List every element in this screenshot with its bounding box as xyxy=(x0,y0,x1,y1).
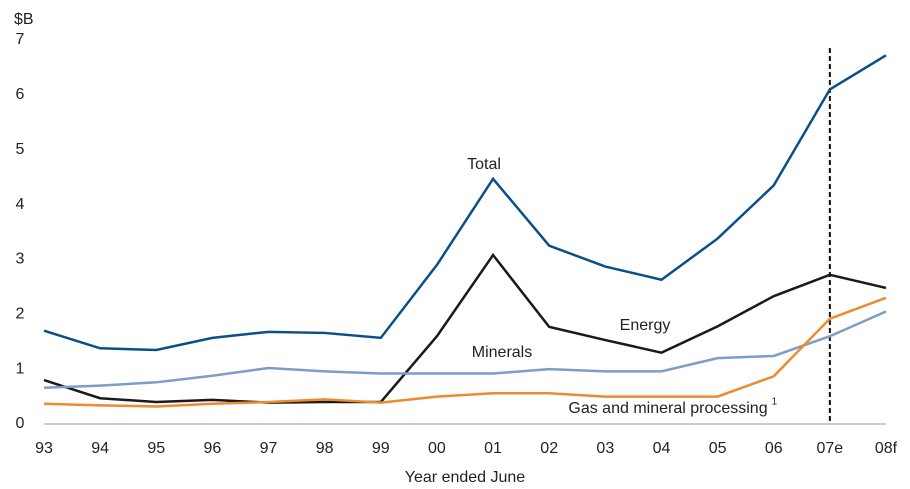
y-tick-label: 3 xyxy=(16,251,25,268)
y-tick-label: 5 xyxy=(16,141,25,158)
series-line xyxy=(43,296,887,408)
series-label: Total xyxy=(467,156,501,173)
x-tick-label: 97 xyxy=(260,440,278,457)
x-tick-label: 94 xyxy=(91,440,109,457)
x-tick-label: 06 xyxy=(765,440,783,457)
y-tick-label: 2 xyxy=(16,306,25,323)
series-label: Gas and mineral processing xyxy=(568,400,767,417)
footnote-marker: 1 xyxy=(772,397,778,408)
series-line xyxy=(43,54,887,352)
x-tick-label: 05 xyxy=(709,440,727,457)
series-label: Energy xyxy=(620,317,671,334)
y-tick-label: 4 xyxy=(16,196,25,213)
x-tick-label: 99 xyxy=(372,440,390,457)
x-tick-label: 04 xyxy=(653,440,671,457)
y-tick-label: 0 xyxy=(16,415,25,432)
series-line xyxy=(43,252,887,404)
x-tick-label: 03 xyxy=(596,440,614,457)
x-tick-label: 01 xyxy=(484,440,502,457)
y-tick-label: 1 xyxy=(16,360,25,377)
y-axis-label: $B xyxy=(14,11,34,28)
x-tick-label: 98 xyxy=(316,440,334,457)
x-tick-label: 95 xyxy=(147,440,165,457)
series-label: Minerals xyxy=(472,344,532,361)
y-tick-label: 6 xyxy=(16,86,25,103)
x-tick-label: 96 xyxy=(204,440,222,457)
x-tick-label: 08f xyxy=(875,440,898,457)
x-tick-label: 93 xyxy=(35,440,53,457)
x-tick-label: 02 xyxy=(540,440,558,457)
x-tick-label: 07e xyxy=(817,440,844,457)
x-tick-label: 00 xyxy=(428,440,446,457)
series-line xyxy=(43,310,887,390)
y-tick-label: 7 xyxy=(16,31,25,48)
x-axis-label: Year ended June xyxy=(405,469,526,486)
